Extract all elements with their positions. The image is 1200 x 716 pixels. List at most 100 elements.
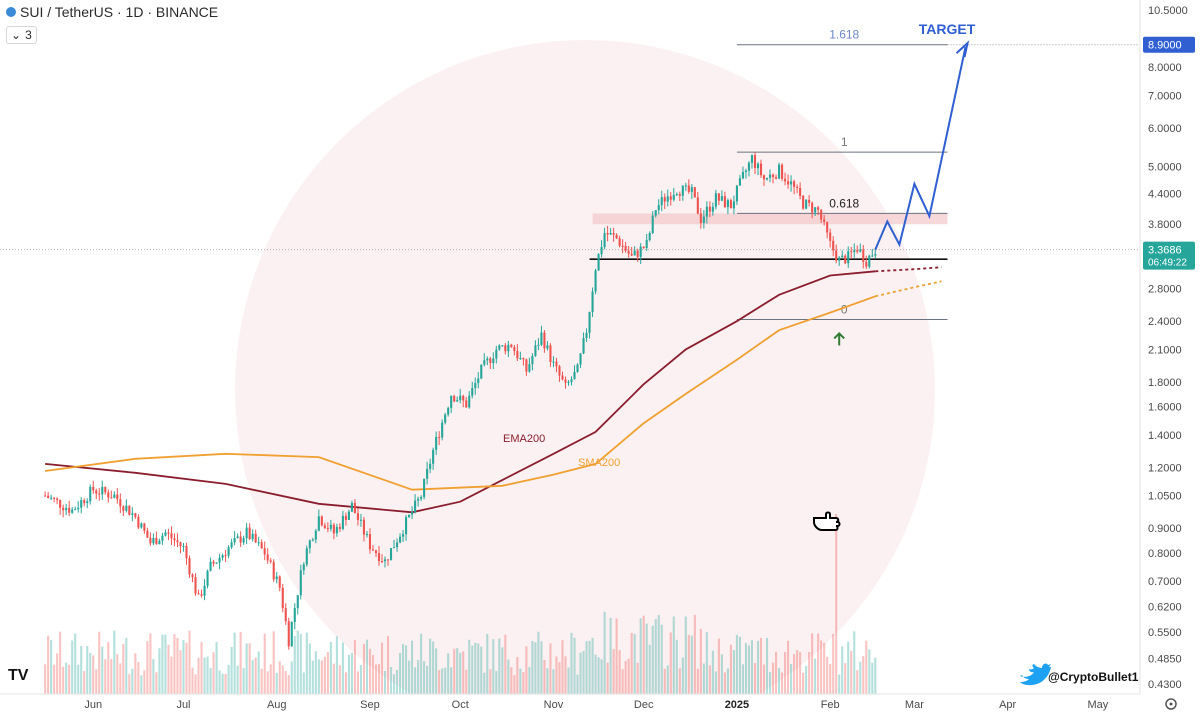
- candle-body: [561, 375, 564, 380]
- volume-bar-139: [462, 651, 465, 694]
- candle-body: [765, 177, 769, 180]
- candle-77: [275, 571, 278, 584]
- candle-257: [817, 205, 820, 216]
- y-tick-19: 0.7000: [1148, 576, 1182, 588]
- candle-body: [573, 371, 576, 380]
- indicators-toggle[interactable]: ⌄ 3: [6, 26, 37, 44]
- volume-bar-210: [675, 639, 678, 694]
- volume-bar-185: [600, 659, 603, 694]
- volume-bar-15: [89, 652, 92, 694]
- volume-bar-251: [799, 652, 802, 694]
- candle-93: [323, 522, 326, 529]
- volume-bar-221: [708, 665, 711, 694]
- candle-101: [347, 509, 350, 520]
- volume-bar-134: [447, 653, 450, 694]
- candle-28: [128, 505, 131, 516]
- candle-body: [741, 172, 745, 179]
- candle-106: [362, 516, 366, 542]
- candle-body: [564, 379, 567, 383]
- target-price-badge: [1143, 36, 1195, 53]
- candle-243: [774, 174, 778, 180]
- volume-bar-268: [850, 650, 853, 694]
- volume-bar-30: [134, 653, 137, 694]
- candle-body: [83, 500, 86, 504]
- candle-body: [768, 174, 772, 178]
- volume-bar-226: [723, 672, 726, 694]
- candle-250: [796, 184, 799, 194]
- candle-200: [645, 233, 648, 251]
- candle-body: [368, 534, 372, 550]
- candle-body: [862, 249, 865, 262]
- candle-body: [302, 564, 305, 571]
- volume-bar-102: [350, 652, 353, 694]
- candle-body: [420, 497, 423, 499]
- candle-body: [110, 497, 113, 499]
- volume-bar-190: [615, 618, 618, 694]
- candle-body: [95, 490, 98, 494]
- candle-body: [838, 257, 841, 261]
- candle-body: [134, 513, 137, 517]
- candle-body: [654, 210, 657, 216]
- volume-bar-195: [630, 632, 633, 694]
- candle-218: [699, 207, 702, 229]
- indicator-count: 3: [25, 28, 32, 42]
- volume-bar-68: [248, 643, 251, 694]
- candle-body: [823, 219, 826, 222]
- candle-body: [59, 499, 62, 508]
- candle-191: [618, 235, 621, 248]
- candle-body: [146, 530, 149, 538]
- candle-95: [329, 519, 332, 532]
- candle-body: [627, 250, 630, 254]
- candle-118: [399, 533, 402, 544]
- y-tick-18: 0.8000: [1148, 548, 1182, 560]
- volume-bar-155: [510, 667, 513, 694]
- candle-114: [386, 559, 390, 566]
- candle-197: [636, 248, 639, 262]
- candle-31: [137, 514, 140, 530]
- candle-272: [862, 245, 865, 269]
- candle-body: [510, 344, 513, 348]
- candle-9: [71, 507, 74, 514]
- candle-262: [832, 236, 835, 257]
- candle-body: [338, 526, 341, 529]
- candle-body: [257, 542, 260, 544]
- volume-bar-201: [648, 644, 651, 694]
- y-tick-3: 7.0000: [1148, 90, 1182, 102]
- candle-223: [714, 189, 717, 210]
- candle-body: [859, 249, 862, 252]
- candle-body: [771, 174, 775, 178]
- volume-bar-202: [651, 625, 654, 694]
- gear-icon[interactable]: [1165, 698, 1177, 710]
- candle-189: [612, 227, 615, 242]
- candle-177: [576, 363, 579, 373]
- volume-bar-111: [377, 664, 381, 694]
- y-tick-17: 0.9000: [1148, 523, 1182, 535]
- candle-56: [212, 559, 215, 567]
- candle-body: [77, 507, 80, 510]
- candle-22: [110, 490, 113, 499]
- candle-209: [672, 187, 675, 202]
- ema200-label: EMA200: [503, 433, 545, 445]
- volume-bar-33: [143, 670, 146, 694]
- candle-body: [71, 509, 74, 513]
- candle-42: [170, 526, 173, 546]
- volume-bar-106: [362, 644, 366, 694]
- candle-81: [287, 617, 290, 650]
- volume-bar-162: [531, 640, 534, 694]
- volume-bar-6: [62, 666, 65, 694]
- candle-body: [844, 255, 847, 264]
- volume-bar-70: [254, 657, 257, 694]
- candle-113: [383, 556, 387, 568]
- candle-23: [113, 491, 116, 499]
- candle-90: [314, 528, 317, 544]
- candle-162: [531, 353, 534, 371]
- candle-body: [314, 530, 317, 540]
- candle-141: [468, 390, 471, 409]
- y-tick-10: 2.4000: [1148, 316, 1182, 328]
- candle-body: [576, 364, 579, 372]
- volume-bar-20: [104, 659, 107, 694]
- candle-body: [720, 196, 723, 201]
- target-label: TARGET: [919, 21, 976, 37]
- volume-bar-53: [203, 657, 206, 694]
